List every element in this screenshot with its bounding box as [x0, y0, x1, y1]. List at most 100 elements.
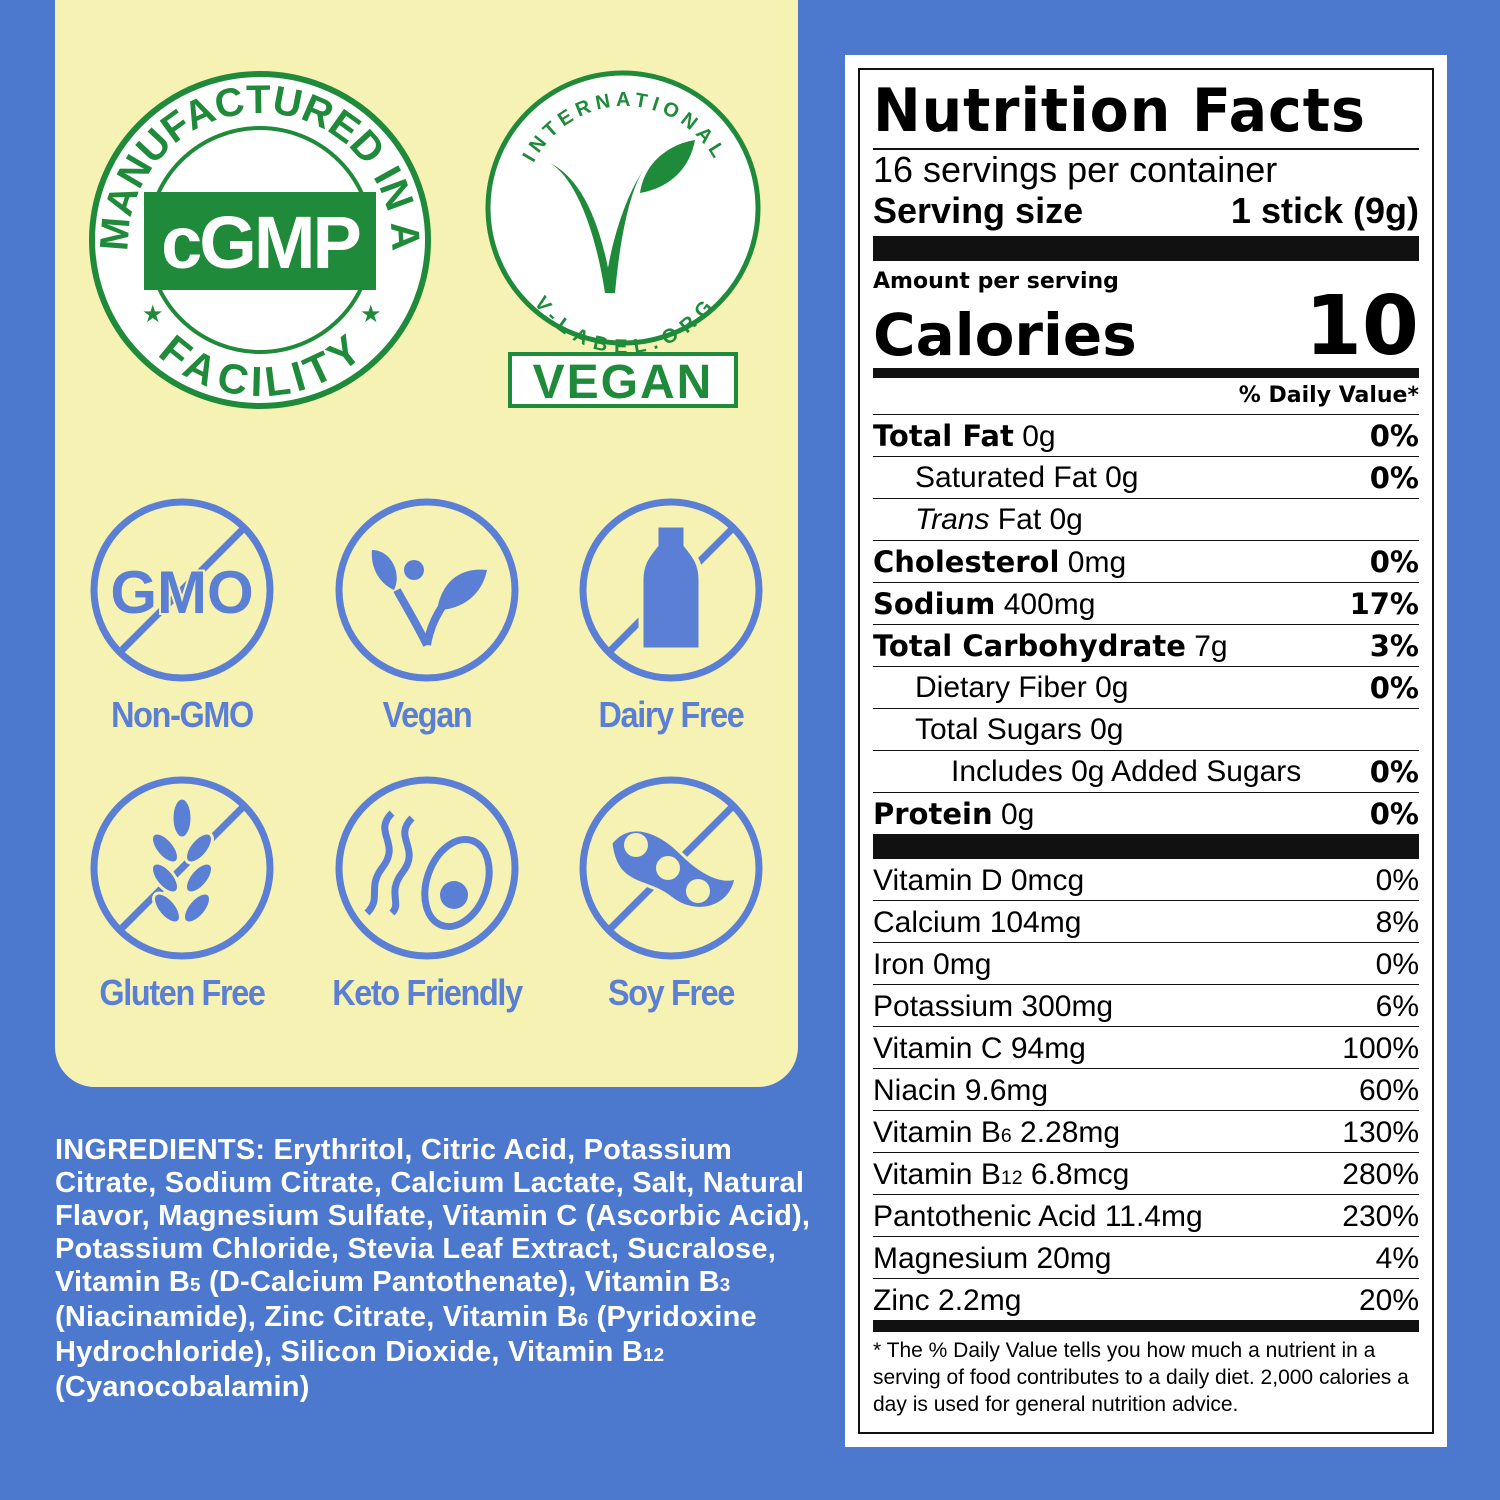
ingredients-sub: 12	[642, 1344, 665, 1365]
vitamin-row: Potassium 300mg 6%	[873, 985, 1419, 1027]
vitamin-name: Potassium 300mg	[873, 990, 1114, 1023]
vegan-vlabel-badge: INTERNATIONAL V-LABEL.ORG VEGAN	[485, 70, 761, 409]
vitamin-name: Vitamin B	[873, 1116, 1001, 1149]
ingredients-heading: INGREDIENTS:	[55, 1134, 266, 1166]
no-wheat-icon	[90, 776, 274, 960]
vitamin-label: Vitamin D 0mcg	[873, 859, 1084, 900]
no-soybean-icon	[579, 776, 763, 960]
nutrient-daily-value: 0%	[1369, 671, 1419, 705]
vitamin-name: Magnesium 20mg	[873, 1242, 1112, 1275]
nutrient-name: Total Sugars	[915, 713, 1082, 746]
ingredients-sub: 6	[577, 1309, 589, 1330]
nutrient-label: Sodium 400mg	[873, 583, 1095, 624]
nutrient-amount: 0g	[1022, 420, 1056, 453]
ingredients-text: INGREDIENTS: Erythritol, Citric Acid, Po…	[55, 1134, 815, 1404]
ingredients-part: (Cyanocobalamin)	[55, 1371, 310, 1403]
nutrient-row: Trans Fat 0g	[873, 499, 1419, 541]
vitamin-daily-value: 230%	[1342, 1200, 1419, 1233]
nutrient-row: Includes 0g Added Sugars 0%	[873, 751, 1419, 793]
feature-label-gluten-free: Gluten Free	[99, 972, 266, 1013]
vitamin-name: Vitamin C 94mg	[873, 1032, 1086, 1065]
nutrient-amount: 0g	[1090, 713, 1124, 746]
vitamin-label: Vitamin B12 6.8mcg	[873, 1153, 1129, 1194]
serving-size-label: Serving size	[873, 190, 1084, 231]
cgmp-center-text: cGMP	[161, 201, 359, 284]
vitamin-name: Vitamin D 0mcg	[873, 864, 1085, 897]
calories-label: Calories	[873, 301, 1137, 369]
daily-value-header: % Daily Value*	[873, 378, 1419, 415]
serving-size-value: 1 stick (9g)	[1230, 190, 1419, 231]
nutrient-row: Protein 0g 0%	[873, 793, 1419, 834]
vitamin-row: Zinc 2.2mg 20%	[873, 1279, 1419, 1320]
vitamin-name: Iron 0mg	[873, 948, 992, 981]
vitamin-subscript: 6	[1000, 1125, 1012, 1147]
vitamin-row: Calcium 104mg 8%	[873, 901, 1419, 943]
no-gmo-icon: GMO	[90, 498, 274, 682]
nutrient-amount: 0g	[1105, 461, 1139, 494]
feature-label-soy-free: Soy Free	[607, 972, 735, 1013]
vitamin-daily-value: 8%	[1375, 906, 1419, 939]
vitamin-row: Iron 0mg 0%	[873, 943, 1419, 985]
nutrient-label: Saturated Fat 0g	[873, 457, 1139, 498]
amount-per-serving: Amount per serving	[873, 269, 1119, 294]
nutrient-daily-value: 3%	[1369, 629, 1419, 663]
vitamin-name: Zinc 2.2mg	[873, 1284, 1022, 1317]
vitamin-label: Pantothenic Acid 11.4mg	[873, 1195, 1203, 1236]
nutrient-amount: 7g	[1194, 630, 1228, 663]
nutrient-name: Total Carbohydrate	[873, 629, 1186, 663]
nutrient-daily-value: 0%	[1369, 755, 1419, 789]
nutrient-label: Trans Fat 0g	[873, 499, 1083, 540]
vitamin-daily-value: 60%	[1358, 1074, 1419, 1107]
nutrient-row: Dietary Fiber 0g 0%	[873, 667, 1419, 709]
nutrient-name: Total Fat	[873, 419, 1014, 453]
vitamin-row: Niacin 9.6mg 60%	[873, 1069, 1419, 1111]
vegan-label: VEGAN	[533, 356, 714, 409]
feature-label-vegan: Vegan	[382, 694, 473, 735]
nutrient-daily-value: 17%	[1349, 587, 1419, 621]
nutrition-facts-label: Nutrition Facts 16 servings per containe…	[845, 55, 1447, 1447]
ingredients-sub: 3	[719, 1274, 731, 1295]
nutrient-daily-value: 0%	[1369, 797, 1419, 831]
nutrient-name: Saturated Fat	[915, 461, 1097, 494]
vitamin-label: Calcium 104mg	[873, 901, 1081, 942]
vitamin-label: Potassium 300mg	[873, 985, 1113, 1026]
nutrient-daily-value: 0%	[1369, 545, 1419, 579]
nutrient-label: Dietary Fiber 0g	[873, 667, 1128, 708]
vitamin-row: Vitamin B6 2.28mg 130%	[873, 1111, 1419, 1153]
nutrient-name: Trans	[915, 503, 990, 536]
nutrient-row: Saturated Fat 0g 0%	[873, 457, 1419, 499]
vitamin-label: Magnesium 20mg	[873, 1237, 1111, 1278]
vegan-leaf-icon	[335, 498, 519, 682]
nutrient-label: Total Sugars 0g	[873, 709, 1123, 750]
vitamin-name: Vitamin B	[873, 1158, 1001, 1191]
vitamin-daily-value: 130%	[1342, 1116, 1419, 1149]
feature-label-keto-friendly: Keto Friendly	[332, 972, 523, 1013]
calories-row: Calories 10	[873, 279, 1419, 374]
nutrient-name: Sodium	[873, 587, 996, 621]
nutrient-row: Total Carbohydrate 7g 3%	[873, 625, 1419, 667]
nutrient-row: Total Fat 0g 0%	[873, 415, 1419, 457]
vitamin-label: Zinc 2.2mg	[873, 1279, 1021, 1320]
nutrient-row: Cholesterol 0mg 0%	[873, 541, 1419, 583]
nutrient-name: Dietary Fiber	[915, 671, 1087, 704]
nutrient-name: Includes 0g Added Sugars	[951, 755, 1302, 788]
vitamin-row: Magnesium 20mg 4%	[873, 1237, 1419, 1279]
nutrient-row: Total Sugars 0g	[873, 709, 1419, 751]
serving-size: Serving size 1 stick (9g)	[873, 190, 1419, 232]
nutrient-label: Includes 0g Added Sugars	[873, 751, 1301, 792]
nutrient-amount: 0g	[1049, 503, 1083, 536]
nutrient-amount: 0g	[1000, 798, 1035, 831]
vitamin-name: Calcium 104mg	[873, 906, 1082, 939]
vitamin-label: Niacin 9.6mg	[873, 1069, 1048, 1110]
calories-value: 10	[1304, 279, 1419, 374]
ingredients-part: Erythritol, Citric Acid, Potassium Citra…	[55, 1134, 811, 1298]
vitamin-subscript: 12	[1000, 1167, 1023, 1189]
nutrient-daily-value: 0%	[1369, 461, 1419, 495]
nutrient-name-suffix: Fat	[989, 503, 1042, 536]
ingredients-part: (Pyridoxine Hydrochloride), Silicon Diox…	[55, 1301, 757, 1368]
vitamin-row: Vitamin B12 6.8mcg 280%	[873, 1153, 1419, 1195]
star-icon: ★	[360, 301, 382, 328]
vitamin-name: Niacin 9.6mg	[873, 1074, 1049, 1107]
nutrient-daily-value: 0%	[1369, 419, 1419, 453]
vitamin-daily-value: 4%	[1375, 1242, 1419, 1275]
